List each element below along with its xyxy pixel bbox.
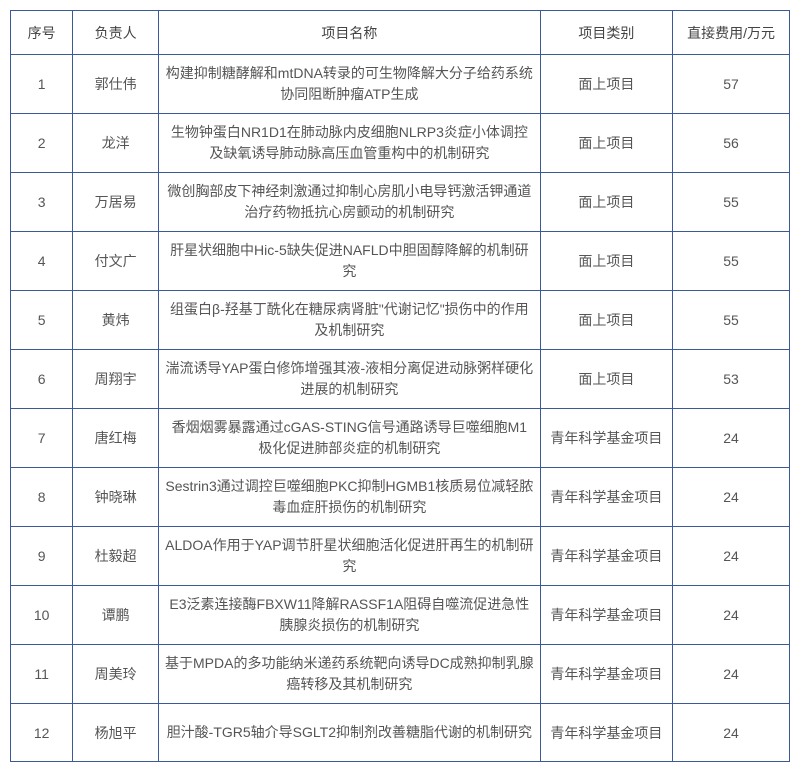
cell-project: 生物钟蛋白NR1D1在肺动脉内皮细胞NLRP3炎症小体调控及缺氧诱导肺动脉高压血…: [159, 114, 541, 173]
cell-person: 唐红梅: [73, 409, 159, 468]
cell-person: 杜毅超: [73, 527, 159, 586]
cell-person: 周翔宇: [73, 350, 159, 409]
header-person: 负责人: [73, 11, 159, 55]
cell-person: 钟晓琳: [73, 468, 159, 527]
cell-project: ALDOA作用于YAP调节肝星状细胞活化促进肝再生的机制研究: [159, 527, 541, 586]
cell-cost: 55: [673, 173, 790, 232]
cell-project: 肝星状细胞中Hic-5缺失促进NAFLD中胆固醇降解的机制研究: [159, 232, 541, 291]
table-row: 8钟晓琳Sestrin3通过调控巨噬细胞PKC抑制HGMB1核质易位减轻脓毒血症…: [11, 468, 790, 527]
cell-person: 郭仕伟: [73, 55, 159, 114]
header-project: 项目名称: [159, 11, 541, 55]
cell-person: 杨旭平: [73, 704, 159, 762]
cell-category: 面上项目: [540, 291, 672, 350]
cell-cost: 24: [673, 645, 790, 704]
table-body: 1郭仕伟构建抑制糖酵解和mtDNA转录的可生物降解大分子给药系统协同阻断肿瘤AT…: [11, 55, 790, 762]
cell-cost: 55: [673, 232, 790, 291]
cell-cost: 24: [673, 527, 790, 586]
cell-project: 基于MPDA的多功能纳米递药系统靶向诱导DC成熟抑制乳腺癌转移及其机制研究: [159, 645, 541, 704]
cell-project: E3泛素连接酶FBXW11降解RASSF1A阻碍自噬流促进急性胰腺炎损伤的机制研…: [159, 586, 541, 645]
cell-seq: 7: [11, 409, 73, 468]
projects-table: 序号 负责人 项目名称 项目类别 直接费用/万元 1郭仕伟构建抑制糖酵解和mtD…: [10, 10, 790, 762]
cell-project: 组蛋白β-羟基丁酰化在糖尿病肾脏"代谢记忆"损伤中的作用及机制研究: [159, 291, 541, 350]
cell-cost: 24: [673, 409, 790, 468]
table-row: 1郭仕伟构建抑制糖酵解和mtDNA转录的可生物降解大分子给药系统协同阻断肿瘤AT…: [11, 55, 790, 114]
table-row: 10谭鹏E3泛素连接酶FBXW11降解RASSF1A阻碍自噬流促进急性胰腺炎损伤…: [11, 586, 790, 645]
cell-category: 面上项目: [540, 55, 672, 114]
table-row: 7唐红梅香烟烟雾暴露通过cGAS-STING信号通路诱导巨噬细胞M1极化促进肺部…: [11, 409, 790, 468]
cell-person: 万居易: [73, 173, 159, 232]
cell-person: 龙洋: [73, 114, 159, 173]
table-row: 12杨旭平胆汁酸-TGR5轴介导SGLT2抑制剂改善糖脂代谢的机制研究青年科学基…: [11, 704, 790, 762]
header-row: 序号 负责人 项目名称 项目类别 直接费用/万元: [11, 11, 790, 55]
cell-cost: 57: [673, 55, 790, 114]
cell-category: 面上项目: [540, 350, 672, 409]
header-seq: 序号: [11, 11, 73, 55]
cell-project: 胆汁酸-TGR5轴介导SGLT2抑制剂改善糖脂代谢的机制研究: [159, 704, 541, 762]
header-cost: 直接费用/万元: [673, 11, 790, 55]
cell-category: 面上项目: [540, 114, 672, 173]
cell-person: 谭鹏: [73, 586, 159, 645]
cell-person: 付文广: [73, 232, 159, 291]
cell-project: 湍流诱导YAP蛋白修饰增强其液-液相分离促进动脉粥样硬化进展的机制研究: [159, 350, 541, 409]
cell-cost: 53: [673, 350, 790, 409]
cell-category: 面上项目: [540, 173, 672, 232]
cell-project: 微创胸部皮下神经刺激通过抑制心房肌小电导钙激活钾通道治疗药物抵抗心房颤动的机制研…: [159, 173, 541, 232]
cell-seq: 4: [11, 232, 73, 291]
table-row: 2龙洋生物钟蛋白NR1D1在肺动脉内皮细胞NLRP3炎症小体调控及缺氧诱导肺动脉…: [11, 114, 790, 173]
cell-project: Sestrin3通过调控巨噬细胞PKC抑制HGMB1核质易位减轻脓毒血症肝损伤的…: [159, 468, 541, 527]
cell-cost: 24: [673, 586, 790, 645]
cell-cost: 24: [673, 468, 790, 527]
cell-seq: 12: [11, 704, 73, 762]
cell-person: 黄炜: [73, 291, 159, 350]
cell-seq: 5: [11, 291, 73, 350]
cell-cost: 24: [673, 704, 790, 762]
header-category: 项目类别: [540, 11, 672, 55]
cell-category: 面上项目: [540, 232, 672, 291]
cell-seq: 11: [11, 645, 73, 704]
table-row: 4付文广肝星状细胞中Hic-5缺失促进NAFLD中胆固醇降解的机制研究面上项目5…: [11, 232, 790, 291]
cell-category: 青年科学基金项目: [540, 468, 672, 527]
cell-category: 青年科学基金项目: [540, 586, 672, 645]
cell-category: 青年科学基金项目: [540, 645, 672, 704]
cell-category: 青年科学基金项目: [540, 704, 672, 762]
cell-category: 青年科学基金项目: [540, 527, 672, 586]
cell-cost: 55: [673, 291, 790, 350]
table-row: 5黄炜组蛋白β-羟基丁酰化在糖尿病肾脏"代谢记忆"损伤中的作用及机制研究面上项目…: [11, 291, 790, 350]
cell-person: 周美玲: [73, 645, 159, 704]
cell-seq: 2: [11, 114, 73, 173]
cell-seq: 8: [11, 468, 73, 527]
cell-seq: 9: [11, 527, 73, 586]
cell-seq: 3: [11, 173, 73, 232]
table-row: 9杜毅超ALDOA作用于YAP调节肝星状细胞活化促进肝再生的机制研究青年科学基金…: [11, 527, 790, 586]
cell-category: 青年科学基金项目: [540, 409, 672, 468]
cell-seq: 1: [11, 55, 73, 114]
cell-seq: 6: [11, 350, 73, 409]
cell-project: 香烟烟雾暴露通过cGAS-STING信号通路诱导巨噬细胞M1极化促进肺部炎症的机…: [159, 409, 541, 468]
cell-seq: 10: [11, 586, 73, 645]
table-row: 3万居易微创胸部皮下神经刺激通过抑制心房肌小电导钙激活钾通道治疗药物抵抗心房颤动…: [11, 173, 790, 232]
cell-cost: 56: [673, 114, 790, 173]
table-row: 11周美玲基于MPDA的多功能纳米递药系统靶向诱导DC成熟抑制乳腺癌转移及其机制…: [11, 645, 790, 704]
table-row: 6周翔宇湍流诱导YAP蛋白修饰增强其液-液相分离促进动脉粥样硬化进展的机制研究面…: [11, 350, 790, 409]
cell-project: 构建抑制糖酵解和mtDNA转录的可生物降解大分子给药系统协同阻断肿瘤ATP生成: [159, 55, 541, 114]
